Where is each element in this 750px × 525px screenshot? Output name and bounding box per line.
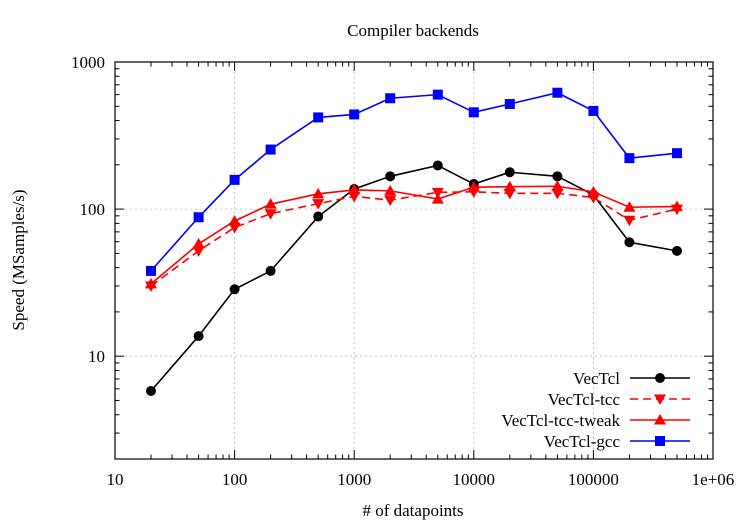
data-point <box>265 265 276 276</box>
data-point <box>384 195 397 207</box>
data-point <box>588 105 599 116</box>
data-point <box>229 174 240 185</box>
x-axis-label: # of datapoints <box>362 501 463 520</box>
data-point <box>504 99 515 110</box>
data-point <box>313 211 324 222</box>
data-point <box>624 153 635 164</box>
data-point <box>193 331 204 342</box>
data-point <box>503 188 516 200</box>
legend-marker <box>654 414 666 425</box>
chart-title: Compiler backends <box>347 21 479 40</box>
y-tick-label: 10 <box>88 347 105 366</box>
legend-layer: VecTcl VecTcl-tcc VecTcl-tcc-tweak VecTcl-g… <box>501 369 690 451</box>
x-tick-label: 1e+06 <box>692 470 735 489</box>
data-point <box>313 112 324 123</box>
data-point <box>670 200 683 212</box>
axis-layer: 10 100 1000 10000 100000 1e+06 10 100 1000 <box>71 53 734 489</box>
data-point <box>348 183 361 195</box>
x-tick-label: 1000 <box>337 470 371 489</box>
data-point <box>552 171 563 182</box>
series-vectcl-tcc <box>145 187 683 293</box>
series-line <box>150 191 678 287</box>
data-point <box>145 277 158 289</box>
data-point <box>552 87 563 98</box>
data-point <box>192 237 205 249</box>
data-point <box>671 148 682 159</box>
data-point <box>551 188 564 200</box>
data-point <box>503 180 516 192</box>
legend-label: VecTcl <box>573 369 620 388</box>
legend-marker <box>654 394 666 405</box>
data-point <box>468 107 479 118</box>
y-tick-label: 1000 <box>71 53 105 72</box>
data-point <box>264 209 277 220</box>
data-point <box>432 160 443 171</box>
data-point <box>193 212 204 223</box>
data-point <box>624 237 635 248</box>
data-point <box>623 215 636 227</box>
series-vectcl-gcc <box>146 87 682 276</box>
data-point <box>671 245 682 256</box>
x-tick-label: 100000 <box>568 470 619 489</box>
legend-marker <box>655 436 665 446</box>
data-point <box>431 193 444 204</box>
data-point <box>265 144 276 155</box>
data-point <box>348 191 361 203</box>
grid-layer <box>115 62 713 459</box>
data-point <box>146 385 157 396</box>
data-point <box>385 171 396 182</box>
data-point <box>312 199 325 210</box>
data-point <box>587 185 600 197</box>
x-tick-label: 10 <box>107 470 124 489</box>
series-layer <box>145 87 683 396</box>
data-point <box>146 265 157 276</box>
plot-frame <box>114 61 714 460</box>
series-vectcl-tcc-tweak <box>145 180 683 289</box>
y-axis-label: Speed (MSamples/s) <box>9 189 28 330</box>
data-point <box>504 167 515 178</box>
data-point <box>349 109 360 120</box>
data-point <box>192 246 205 257</box>
x-tick-label: 100 <box>222 470 248 489</box>
legend-label: VecTcl-tcc <box>548 390 621 409</box>
data-point <box>384 184 397 196</box>
data-point <box>312 187 325 199</box>
data-point <box>264 198 277 209</box>
data-point <box>229 284 240 295</box>
data-point <box>623 201 636 212</box>
series-line <box>150 185 678 285</box>
legend-label: VecTcl-tcc-tweak <box>501 411 620 430</box>
y-tick-label: 100 <box>80 200 106 219</box>
data-point <box>228 214 241 226</box>
series-line <box>150 91 678 272</box>
series-line <box>150 164 678 392</box>
data-point <box>467 181 480 192</box>
data-point <box>228 222 241 234</box>
x-tick-label: 10000 <box>453 470 496 489</box>
legend-marker <box>655 373 665 383</box>
legend-label: VecTcl-gcc <box>544 432 621 451</box>
data-point <box>432 89 443 100</box>
data-point <box>551 180 564 191</box>
data-point <box>385 93 396 104</box>
